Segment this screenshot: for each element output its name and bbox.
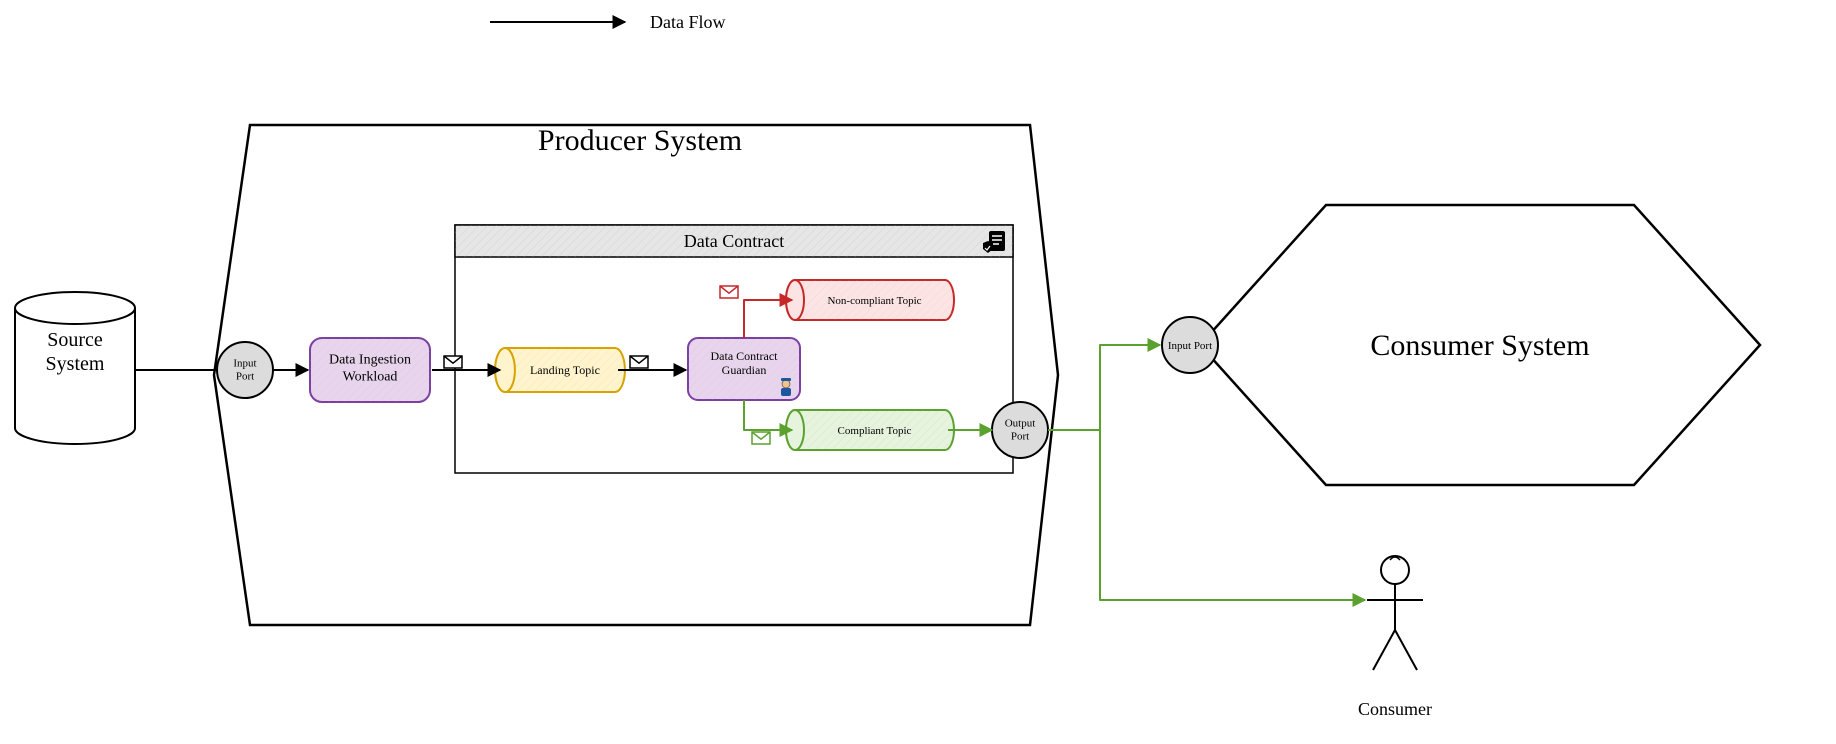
svg-text:Workload: Workload [343,369,398,384]
svg-text:Non-compliant Topic: Non-compliant Topic [827,295,921,307]
svg-text:Data Ingestion: Data Ingestion [329,353,411,368]
svg-text:Input: Input [233,357,256,369]
svg-text:Port: Port [236,371,254,383]
guardian-icon [782,380,790,388]
svg-text:Source: Source [47,329,103,351]
consumer-actor-head [1381,556,1409,584]
consumer-actor-label: Consumer [1358,699,1432,719]
diagram-canvas: Data Flow SourceSystem Producer System Inpu… [0,0,1836,744]
svg-text:Port: Port [1011,431,1029,443]
svg-text:Guardian: Guardian [722,363,767,377]
producer-title: Producer System [538,124,742,157]
legend-label: Data Flow [650,12,726,32]
svg-text:Landing Topic: Landing Topic [530,363,600,377]
edge-outport-to-consumer-actor [1048,430,1365,600]
svg-text:Input Port: Input Port [1168,340,1212,352]
svg-text:Data Contract: Data Contract [711,349,779,363]
consumer-title: Consumer System [1370,329,1589,362]
svg-text:Compliant Topic: Compliant Topic [838,425,912,437]
source-system-top [15,292,135,324]
svg-text:Output: Output [1005,417,1036,429]
svg-text:System: System [46,353,105,375]
edge-outport-to-consumer-inport [1048,345,1160,430]
data-contract-title: Data Contract [684,231,784,251]
